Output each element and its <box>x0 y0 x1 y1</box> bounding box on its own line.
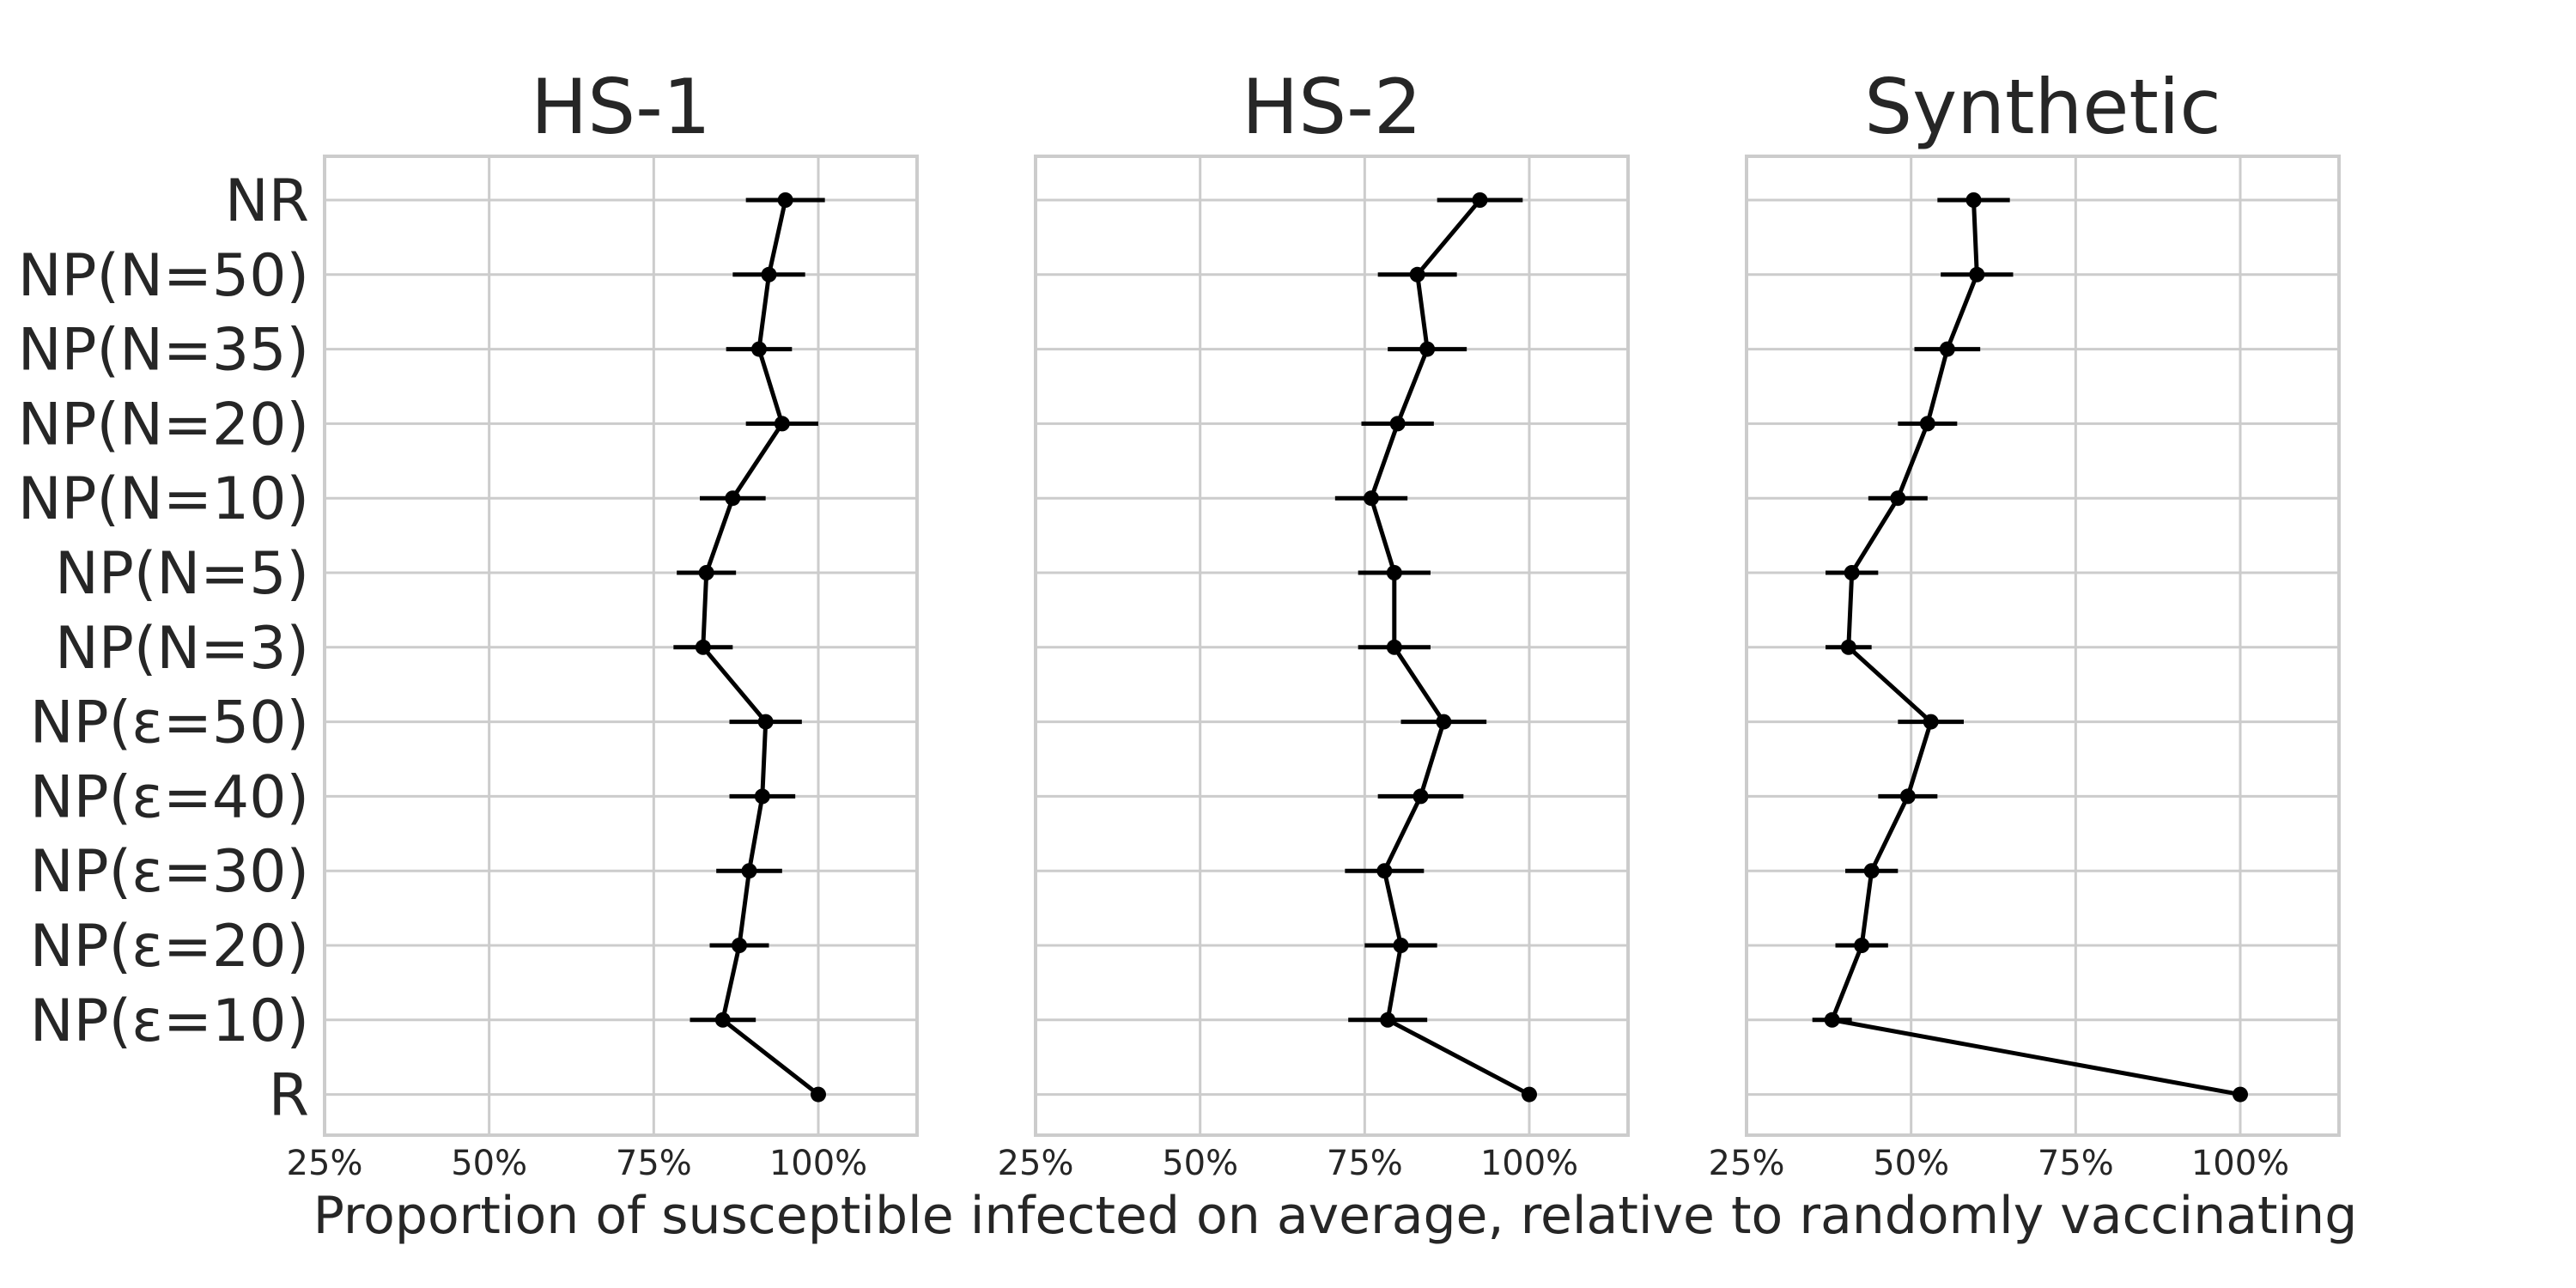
panel-frame <box>323 155 919 1137</box>
data-point <box>1824 1012 1840 1028</box>
data-point <box>698 565 714 580</box>
panel-1: HS-1 25% 50% 75% 100% <box>287 63 919 1183</box>
data-point <box>751 341 767 357</box>
x-tick-label: 50% <box>1873 1144 1949 1183</box>
panel-2: HS-2 25% 50% 75% 100% <box>998 63 1630 1183</box>
data-point <box>761 266 777 283</box>
category-label: NP(N=50) <box>18 242 309 310</box>
category-label: NP(ε=10) <box>30 987 309 1055</box>
x-tick-label: 25% <box>998 1144 1074 1183</box>
data-point <box>1899 788 1916 805</box>
data-point <box>1965 192 1982 208</box>
data-point <box>1413 788 1429 805</box>
panel-title: Synthetic <box>1864 63 2221 151</box>
data-point <box>2233 1086 2248 1103</box>
data-point <box>1386 639 1402 655</box>
category-label: R <box>269 1062 309 1130</box>
data-point <box>1472 192 1488 208</box>
data-point <box>1419 341 1436 357</box>
data-point <box>714 1012 731 1028</box>
data-point <box>1409 266 1425 283</box>
category-label: NR <box>225 167 309 235</box>
x-tick-label: 100% <box>769 1144 867 1183</box>
x-axis-label: Proportion of susceptible infected on av… <box>313 1186 2358 1246</box>
data-point <box>754 788 770 805</box>
panel-frame <box>1745 155 2341 1137</box>
category-label: NP(N=5) <box>55 540 309 608</box>
data-point <box>1522 1086 1537 1103</box>
category-label: NP(N=3) <box>55 615 309 683</box>
data-point <box>1863 863 1880 879</box>
category-label: NP(ε=50) <box>30 690 309 757</box>
panel-title: HS-1 <box>531 63 711 151</box>
category-label: NP(ε=20) <box>30 913 309 981</box>
x-tick-label: 75% <box>616 1144 692 1183</box>
data-point <box>1364 490 1379 507</box>
data-point <box>1393 938 1409 953</box>
data-point <box>1389 416 1406 432</box>
data-point <box>1376 863 1393 879</box>
data-point <box>777 192 793 208</box>
x-tick-label: 25% <box>1709 1144 1785 1183</box>
data-point <box>1840 639 1856 655</box>
data-point <box>1923 714 1939 730</box>
panel-frame <box>1034 155 1630 1137</box>
x-tick-label: 75% <box>1327 1144 1403 1183</box>
category-label: NP(ε=40) <box>30 763 309 831</box>
panels-layer: HS-125% 50% 75% 100%HS-225% 50% 75% 100%Synthe… <box>287 63 2341 1183</box>
data-point <box>725 490 741 507</box>
data-point <box>741 863 757 879</box>
data-point <box>774 416 790 432</box>
data-point <box>1436 714 1452 730</box>
x-tick-label: 50% <box>1162 1144 1238 1183</box>
category-labels: NR NP(N=50) NP(N=35)NP(N=20)NP(N=10) NP(N=5… <box>18 167 309 1130</box>
data-point <box>757 714 774 730</box>
category-label: NP(N=10) <box>18 465 309 533</box>
x-tick-label: 75% <box>2038 1144 2114 1183</box>
x-tick-label: 50% <box>451 1144 527 1183</box>
data-point <box>1890 490 1906 507</box>
data-point <box>811 1086 826 1103</box>
data-point <box>695 639 711 655</box>
data-point <box>1386 565 1402 580</box>
x-tick-label: 100% <box>2191 1144 2289 1183</box>
data-point <box>1844 565 1860 580</box>
data-point <box>732 938 747 953</box>
x-tick-label: 25% <box>287 1144 363 1183</box>
data-point <box>1969 266 1985 283</box>
category-label: NP(ε=30) <box>30 838 309 906</box>
data-point <box>1919 416 1935 432</box>
panel-title: HS-2 <box>1242 63 1422 151</box>
data-point <box>1939 341 1955 357</box>
data-point <box>1854 938 1870 953</box>
category-label: NP(N=35) <box>18 317 309 385</box>
data-point <box>1380 1012 1396 1028</box>
category-label: NP(N=20) <box>18 391 309 459</box>
x-tick-label: 100% <box>1480 1144 1578 1183</box>
panel-3: Synthetic 25% 50% 75% 100% <box>1709 63 2341 1183</box>
